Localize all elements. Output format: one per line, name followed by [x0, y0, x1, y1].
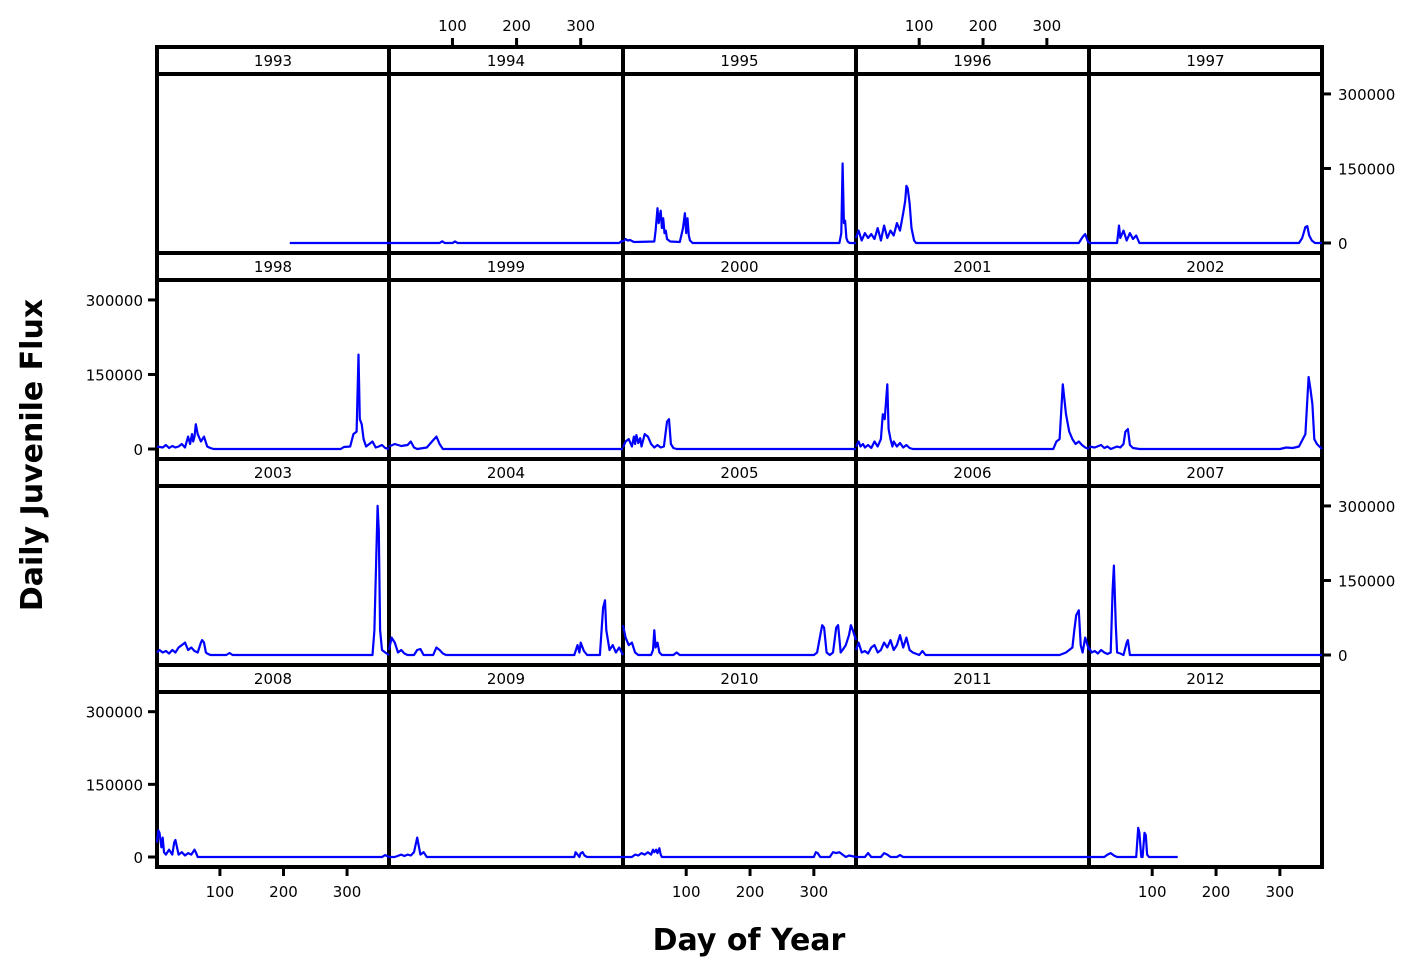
- series-line-2002: [1088, 375, 1323, 451]
- panel-frame-2004: [387, 457, 625, 667]
- panel-label-2010: 2010: [720, 670, 758, 688]
- series-line-1995: [622, 162, 856, 245]
- panel-frame-1998: [155, 251, 391, 461]
- y-tick-label: 0: [133, 849, 143, 867]
- panel-frame-1993: [155, 45, 391, 255]
- series-line-1994: [389, 239, 624, 245]
- y-tick-label: 300000: [86, 292, 143, 310]
- x-tick-label: 100: [672, 883, 701, 901]
- panel-frame-2006: [854, 457, 1091, 667]
- panel-strip-2003: [155, 457, 391, 488]
- x-tick-label: 200: [269, 883, 298, 901]
- panel-frame-2003: [155, 457, 391, 667]
- x-tick-label: 100: [206, 883, 235, 901]
- x-axis-title: Day of Year: [653, 923, 846, 957]
- y-tick-label: 300000: [86, 704, 143, 722]
- y-tick-label: 150000: [1338, 572, 1395, 590]
- panel-label-2009: 2009: [487, 670, 525, 688]
- series-line-1996: [854, 184, 1090, 245]
- series-line-2003: [156, 504, 390, 657]
- panel-label-2008: 2008: [254, 670, 292, 688]
- panel-frame-2012: [1087, 663, 1324, 869]
- series-line-1998: [156, 353, 390, 451]
- panel-label-2003: 2003: [254, 464, 292, 482]
- x-tick-label: 300: [1266, 883, 1295, 901]
- y-tick-label: 300000: [1338, 86, 1395, 104]
- panel-frame-1997: [1087, 45, 1324, 255]
- panel-strip-2009: [387, 663, 625, 694]
- panel-label-2011: 2011: [953, 670, 991, 688]
- panel-label-1999: 1999: [487, 258, 525, 276]
- panel-strip-1994: [387, 45, 625, 76]
- panel-frame-1994: [387, 45, 625, 255]
- series-line-2004: [387, 599, 624, 657]
- panel-label-2004: 2004: [487, 464, 525, 482]
- series-line-1999: [388, 435, 623, 451]
- panel-label-2000: 2000: [720, 258, 758, 276]
- y-tick-label: 300000: [1338, 498, 1395, 516]
- panel-frame-2007: [1087, 457, 1324, 667]
- series-line-2012: [1089, 826, 1178, 859]
- panel-frame-2008: [155, 663, 391, 869]
- series-line-2006: [854, 609, 1091, 657]
- panel-frame-2002: [1087, 251, 1324, 461]
- y-tick-label: 150000: [86, 366, 143, 384]
- panel-strip-2006: [854, 457, 1091, 488]
- x-tick-label: 100: [1138, 883, 1167, 901]
- panel-frame-2001: [854, 251, 1091, 461]
- panel-frame-1999: [387, 251, 625, 461]
- panel-label-2005: 2005: [720, 464, 758, 482]
- x-tick-label: 300: [333, 883, 362, 901]
- x-tick-label: 200: [736, 883, 765, 901]
- y-tick-label: 0: [1338, 235, 1348, 253]
- y-axis-title: Daily Juvenile Flux: [15, 299, 50, 611]
- series-line-2007: [1088, 564, 1322, 657]
- series-layer: [155, 162, 1323, 859]
- panel-frame-2000: [621, 251, 858, 461]
- panel-label-2012: 2012: [1186, 670, 1224, 688]
- panel-label-1994: 1994: [487, 52, 525, 70]
- x-tick-label: 200: [1202, 883, 1231, 901]
- panel-label-1993: 1993: [254, 52, 292, 70]
- series-line-2008: [155, 829, 390, 859]
- x-tick-label: 300: [1033, 17, 1062, 35]
- panel-frames: 1993 1994 1995 1996 1997 1998 1999 2000 2001 2002…: [155, 45, 1324, 869]
- panel-label-2007: 2007: [1186, 464, 1224, 482]
- series-line-2010: [623, 847, 857, 859]
- panel-label-1997: 1997: [1186, 52, 1224, 70]
- panel-label-2002: 2002: [1186, 258, 1224, 276]
- panel-label-1996: 1996: [953, 52, 991, 70]
- panel-label-2006: 2006: [953, 464, 991, 482]
- series-line-2001: [855, 383, 1090, 451]
- x-tick-label: 300: [800, 883, 829, 901]
- panel-label-2001: 2001: [953, 258, 991, 276]
- y-tick-label: 150000: [86, 776, 143, 794]
- panel-label-1998: 1998: [254, 258, 292, 276]
- x-tick-label: 200: [969, 17, 998, 35]
- y-tick-label: 0: [1338, 647, 1348, 665]
- panel-frame-1996: [854, 45, 1091, 255]
- x-tick-label: 100: [905, 17, 934, 35]
- series-line-1997: [1089, 224, 1322, 245]
- series-line-2011: [856, 851, 1089, 859]
- series-line-2005: [621, 624, 858, 657]
- panel-frame-2009: [387, 663, 625, 869]
- x-tick-label: 300: [566, 17, 595, 35]
- x-tick-label: 100: [438, 17, 467, 35]
- y-tick-label: 150000: [1338, 160, 1395, 178]
- y-tick-label: 0: [133, 441, 143, 459]
- panel-frame-2010: [621, 663, 858, 869]
- series-line-2009: [389, 836, 623, 859]
- x-tick-label: 200: [502, 17, 531, 35]
- panel-frame-2011: [854, 663, 1091, 869]
- panel-label-1995: 1995: [720, 52, 758, 70]
- series-line-2000: [621, 418, 856, 451]
